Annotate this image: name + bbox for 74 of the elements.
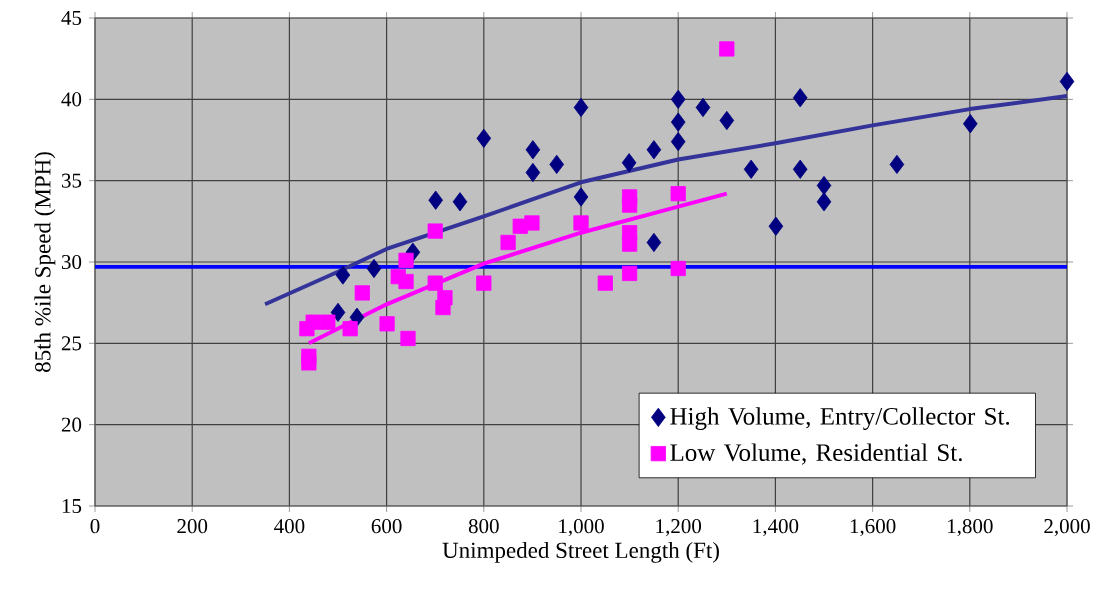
- point: [719, 110, 735, 131]
- x-tick-label: 0: [90, 519, 100, 534]
- point: [400, 330, 416, 347]
- point: [379, 316, 395, 332]
- point: [476, 128, 492, 148]
- point: [670, 260, 686, 277]
- x-tick-label: 1,600: [850, 519, 896, 537]
- point: [889, 154, 905, 174]
- x-tick-label: 400: [274, 519, 305, 534]
- point: [549, 154, 564, 174]
- point: [525, 162, 541, 183]
- point: [597, 275, 613, 291]
- y-tick-label: 15: [62, 498, 82, 514]
- point: [621, 153, 637, 173]
- point: [573, 97, 589, 118]
- point: [1059, 71, 1075, 92]
- x-tick-label: 1,200: [656, 519, 702, 537]
- point: [816, 192, 832, 212]
- point: [670, 132, 686, 152]
- point: [573, 187, 589, 207]
- point: [573, 215, 589, 231]
- point: [646, 140, 662, 160]
- point: [476, 275, 492, 291]
- point: [320, 314, 336, 330]
- point: [792, 88, 808, 108]
- point: [428, 190, 443, 210]
- point: [305, 314, 321, 330]
- y-tick-label: 45: [61, 10, 82, 26]
- y-tick-label: 25: [61, 336, 82, 351]
- point: [622, 197, 638, 213]
- point: [670, 112, 686, 132]
- point: [301, 355, 317, 371]
- point: [646, 232, 662, 253]
- point: [768, 216, 784, 236]
- point: [398, 252, 414, 268]
- x-tick-label: 1,000: [559, 519, 604, 537]
- point: [500, 234, 516, 251]
- x-tick-label: 2,000: [1044, 519, 1090, 537]
- point: [354, 285, 370, 301]
- legend-label: High Volume, Entry/Collector St.: [670, 407, 1010, 430]
- point: [335, 265, 351, 285]
- point: [719, 41, 735, 57]
- y-tick-label: 35: [61, 173, 82, 188]
- point: [437, 290, 453, 306]
- line-series: [263, 94, 1070, 307]
- point: [816, 175, 832, 196]
- point: [792, 159, 808, 179]
- point: [743, 159, 759, 179]
- x-axis-title: Unimpeded Street Length (Ft): [442, 541, 719, 563]
- x-tick-label: 800: [468, 519, 499, 534]
- point: [342, 321, 358, 337]
- legend-label: Low Volume, Residential St.: [670, 443, 962, 465]
- point: [452, 192, 468, 212]
- x-tick-label: 600: [371, 519, 402, 534]
- point: [525, 140, 541, 160]
- point: [427, 223, 443, 239]
- y-tick-label: 30: [61, 254, 82, 270]
- point: [622, 236, 638, 252]
- x-tick-label: 200: [177, 519, 208, 534]
- point: [622, 265, 638, 281]
- y-tick-label: 40: [61, 92, 82, 107]
- point: [330, 302, 346, 323]
- y-axis-title: 85th %ile Speed (MPH): [34, 152, 56, 372]
- point: [670, 89, 686, 109]
- y-tick-label: 20: [61, 417, 82, 432]
- x-tick-label: 1,800: [948, 519, 993, 537]
- point: [398, 273, 414, 290]
- x-tick-label: 1,400: [753, 519, 799, 537]
- point: [670, 186, 686, 202]
- point: [524, 215, 540, 231]
- point: [366, 258, 382, 279]
- point: [427, 275, 443, 291]
- point: [962, 114, 978, 134]
- point: [695, 97, 711, 118]
